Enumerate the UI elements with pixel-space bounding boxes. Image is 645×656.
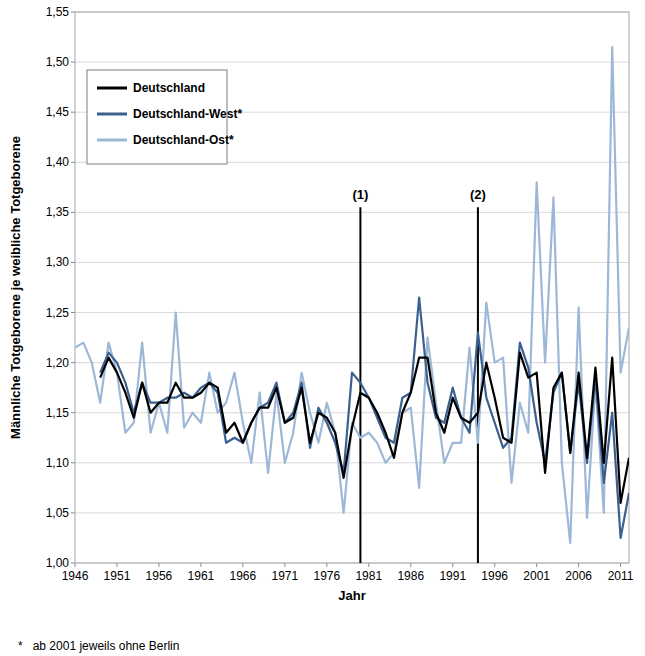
legend-swatch — [97, 113, 127, 116]
chart: 1,00 1,05 1,10 1,15 1,20 1,25 1,30 1,35 1,40 1,45… — [0, 0, 645, 656]
y-tick — [71, 412, 75, 413]
legend-label: Deutschland — [133, 81, 205, 95]
x-tick — [410, 563, 411, 567]
y-tick — [71, 62, 75, 63]
x-tick-label: 1951 — [104, 569, 131, 583]
x-tick — [242, 563, 243, 567]
grid-line — [75, 212, 629, 213]
y-tick — [71, 162, 75, 163]
grid-line — [75, 262, 629, 263]
y-tick — [71, 512, 75, 513]
x-axis-label: Jahr — [338, 588, 365, 603]
y-tick-label: 1,55 — [46, 5, 70, 19]
y-tick-label: 1,30 — [46, 255, 70, 269]
plot-background — [75, 12, 629, 563]
y-tick-label: 1,25 — [46, 306, 70, 320]
y-tick-label: 1,35 — [46, 205, 70, 219]
x-tick — [116, 563, 117, 567]
plot-frame — [75, 12, 629, 563]
x-tick — [368, 563, 369, 567]
annotation-label: (2) — [470, 187, 486, 202]
x-tick-label: 1966 — [230, 569, 257, 583]
legend-label: Deutschland-Ost* — [133, 133, 234, 147]
series-line — [100, 298, 629, 538]
x-tick-label: 1971 — [271, 569, 298, 583]
x-tick-label: 1996 — [481, 569, 508, 583]
x-tick — [75, 563, 76, 567]
y-tick — [71, 312, 75, 313]
x-tick-label: 1991 — [439, 569, 466, 583]
annotation-label: (1) — [352, 187, 368, 202]
grid-line — [75, 312, 629, 313]
y-tick — [71, 262, 75, 263]
y-axis-label: Männliche Totgeborene je weibliche Totge… — [8, 136, 23, 439]
y-tick-label: 1,40 — [46, 155, 70, 169]
annotation-line — [477, 207, 479, 563]
x-tick — [158, 563, 159, 567]
x-tick — [536, 563, 537, 567]
y-tick — [71, 462, 75, 463]
footnote: * ab 2001 jeweils ohne Berlin — [18, 639, 179, 653]
x-tick-label: 1956 — [146, 569, 173, 583]
y-tick — [71, 362, 75, 363]
series-line — [100, 353, 629, 503]
x-tick — [326, 563, 327, 567]
y-tick-label: 1,00 — [46, 556, 70, 570]
legend-label: Deutschland-West* — [133, 107, 242, 121]
y-tick — [71, 12, 75, 13]
x-tick — [452, 563, 453, 567]
x-tick — [620, 563, 621, 567]
y-tick — [71, 563, 75, 564]
y-tick-label: 1,05 — [46, 506, 70, 520]
legend-swatch — [97, 87, 127, 90]
y-tick-label: 1,45 — [46, 105, 70, 119]
x-tick-label: 2011 — [608, 569, 634, 583]
y-tick-label: 1,50 — [46, 55, 70, 69]
x-tick — [200, 563, 201, 567]
x-tick-label: 1946 — [62, 569, 89, 583]
y-tick — [71, 212, 75, 213]
x-tick-label: 1976 — [313, 569, 340, 583]
series-line — [75, 47, 629, 543]
x-tick-label: 2001 — [523, 569, 550, 583]
series-group — [75, 47, 629, 543]
grid-line — [75, 412, 629, 413]
y-tick-label: 1,10 — [46, 456, 70, 470]
x-tick — [578, 563, 579, 567]
x-tick — [284, 563, 285, 567]
y-tick — [71, 112, 75, 113]
y-tick-label: 1,15 — [46, 406, 70, 420]
x-tick-label: 1961 — [188, 569, 215, 583]
y-tick-label: 1,20 — [46, 356, 70, 370]
x-tick-label: 1981 — [355, 569, 382, 583]
x-tick — [494, 563, 495, 567]
x-tick-label: 2006 — [565, 569, 592, 583]
x-tick-label: 1986 — [397, 569, 424, 583]
legend-swatch — [97, 139, 127, 142]
grid-line — [75, 512, 629, 513]
grid-line — [75, 62, 629, 63]
